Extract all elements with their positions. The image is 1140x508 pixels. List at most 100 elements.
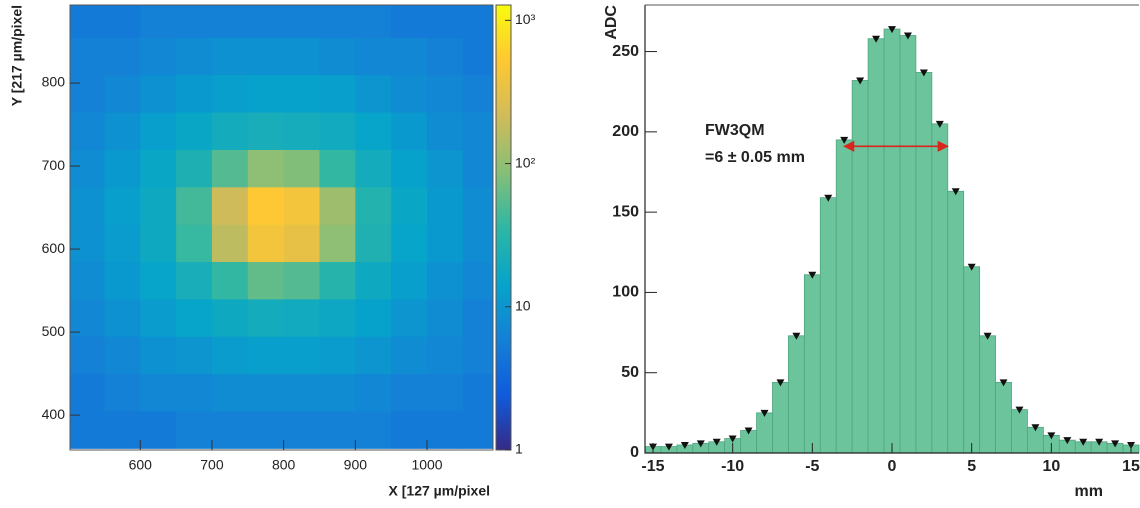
bar [835, 139, 853, 454]
heat-cell [283, 37, 320, 76]
x-axis-label: X [127 µm/pixel [389, 483, 490, 499]
heat-cell [70, 298, 105, 337]
heat-cell [427, 5, 464, 38]
heat-cell [391, 224, 428, 263]
bar [1011, 409, 1028, 454]
heat-cell [427, 261, 464, 300]
heat-cell [104, 410, 141, 449]
heat-cell [462, 224, 493, 263]
heat-cell [70, 373, 105, 412]
heat-cell [140, 37, 177, 76]
x-tick-label: 10 [1042, 458, 1060, 475]
heat-cell [391, 74, 428, 113]
heat-cell [140, 410, 177, 449]
plot-frame [69, 4, 494, 451]
z-tick-label: 10² [515, 154, 536, 170]
heat-cell [355, 5, 392, 38]
x-tick-label: 15 [1122, 458, 1140, 475]
heat-cell [391, 261, 428, 300]
histogram-panel: -15 -10 -5 0 5 10 15050100150200250mmADCFW3QM=… [603, 4, 1140, 500]
heat-cell [140, 186, 177, 225]
heat-cell [104, 261, 141, 300]
heat-cell [70, 112, 105, 150]
heat-cell [211, 410, 249, 449]
heat-cell [355, 37, 392, 76]
heat-cell [462, 37, 493, 76]
heat-cell [211, 112, 249, 150]
heat-cell [70, 149, 105, 188]
y-tick-label: 700 [42, 157, 66, 173]
heat-cell [319, 74, 356, 113]
cells [70, 5, 493, 449]
heat-cell [176, 5, 213, 38]
heat-cell [462, 373, 493, 412]
heat-cell [104, 5, 141, 38]
x-tick-label: -15 [641, 458, 664, 475]
heat-cell [355, 186, 392, 225]
heat-cell [104, 224, 141, 263]
heat-cell [176, 37, 213, 76]
bar [995, 381, 1012, 454]
heat-cell [462, 112, 493, 150]
marker [999, 379, 1008, 387]
heat-cell [355, 261, 392, 300]
heat-cell [211, 373, 249, 412]
heat-cell [176, 336, 213, 375]
heat-cell [391, 336, 428, 375]
bar [851, 80, 869, 454]
heat-cell [247, 186, 285, 225]
heat-cell [247, 149, 285, 188]
bar [803, 274, 821, 454]
heat-cell [247, 261, 285, 300]
heat-cell [176, 298, 213, 337]
marker [792, 332, 801, 340]
heat-cell [247, 112, 285, 150]
bar [963, 266, 981, 454]
heat-cell [140, 261, 177, 300]
heat-cell [391, 5, 428, 38]
x-tick-label: 0 [888, 458, 897, 475]
heat-cell [247, 373, 285, 412]
heat-cell [462, 74, 493, 113]
z-tick-label: 1 [515, 441, 523, 457]
heat-cell [319, 112, 356, 150]
y-tick-label: 100 [612, 284, 639, 301]
bar [947, 190, 965, 454]
heat-cell [211, 186, 249, 225]
marker [983, 332, 992, 340]
heat-cell [70, 186, 105, 225]
heat-cell [391, 112, 428, 150]
bar [867, 38, 885, 454]
heat-cell [283, 149, 320, 188]
heat-cell [140, 336, 177, 375]
heat-cell [283, 261, 320, 300]
bar [756, 412, 773, 454]
heat-cell [140, 298, 177, 337]
z-tick-label: 10 [515, 297, 531, 313]
heat-cell [355, 224, 392, 263]
marker [872, 35, 881, 43]
heat-cell [104, 74, 141, 113]
heat-cell [140, 112, 177, 150]
heat-cell [355, 298, 392, 337]
heat-cell [319, 37, 356, 76]
heatmap-panel: 600 700 800 900 1000 400 500 600 700 800 X [127 µm… [9, 4, 536, 499]
heat-cell [176, 373, 213, 412]
marker [728, 435, 737, 443]
heat-cell [104, 298, 141, 337]
heat-cell [391, 149, 428, 188]
bar [899, 35, 917, 454]
heat-cell [462, 410, 493, 449]
heat-cell [247, 74, 285, 113]
heat-cell [176, 224, 213, 263]
x-tick-label: -10 [721, 458, 744, 475]
marker [856, 77, 865, 85]
heat-cell [211, 5, 249, 38]
marker [1047, 432, 1056, 440]
y-tick-label: 500 [42, 323, 66, 339]
heat-cell [283, 224, 320, 263]
x-tick-label: 1000 [411, 457, 442, 473]
x-tick-label: 600 [129, 457, 153, 473]
heat-cell [391, 410, 428, 449]
